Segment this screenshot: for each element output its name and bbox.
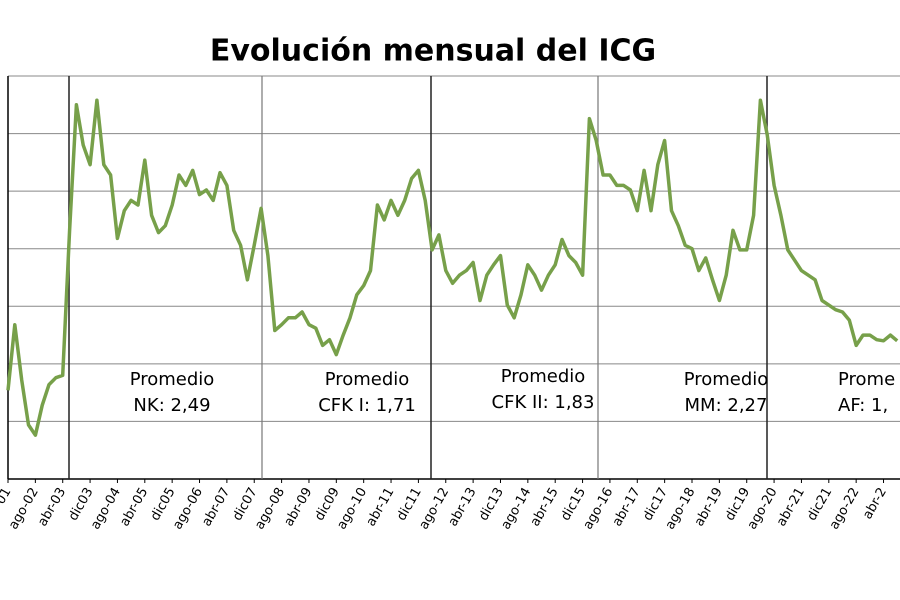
annotation: MM: 2,27 (685, 395, 768, 416)
data-line (6, 98, 899, 437)
x-tick-label: abr-05 (117, 485, 151, 529)
x-tick-label: abr-15 (528, 485, 562, 529)
annotation: CFK I: 1,71 (318, 395, 416, 416)
x-tick-label: 01 (0, 485, 14, 507)
x-tick-label: abr-03 (35, 485, 69, 529)
chart-title: Evolución mensual del ICG (210, 34, 656, 69)
annotation: Promedio (325, 369, 410, 390)
x-tick-label: abr-17 (610, 485, 644, 529)
annotation: CFK II: 1,83 (492, 392, 595, 413)
annotation: NK: 2,49 (133, 395, 210, 416)
x-tick-label: abr-21 (774, 485, 808, 529)
annotation: Promedio (684, 369, 769, 390)
x-tick-label: abr-19 (692, 485, 726, 529)
x-tick-label: abr-07 (199, 485, 233, 529)
annotation: AF: 1, (838, 395, 888, 416)
x-tick-label: abr-13 (446, 485, 480, 529)
x-tick-label: abr-11 (364, 485, 398, 529)
annotation: Prome (838, 369, 895, 390)
annotation: Promedio (501, 366, 586, 387)
x-tick-label: abr-2 (860, 485, 890, 522)
x-tick-label: abr-09 (281, 485, 315, 529)
annotation: Promedio (130, 369, 215, 390)
